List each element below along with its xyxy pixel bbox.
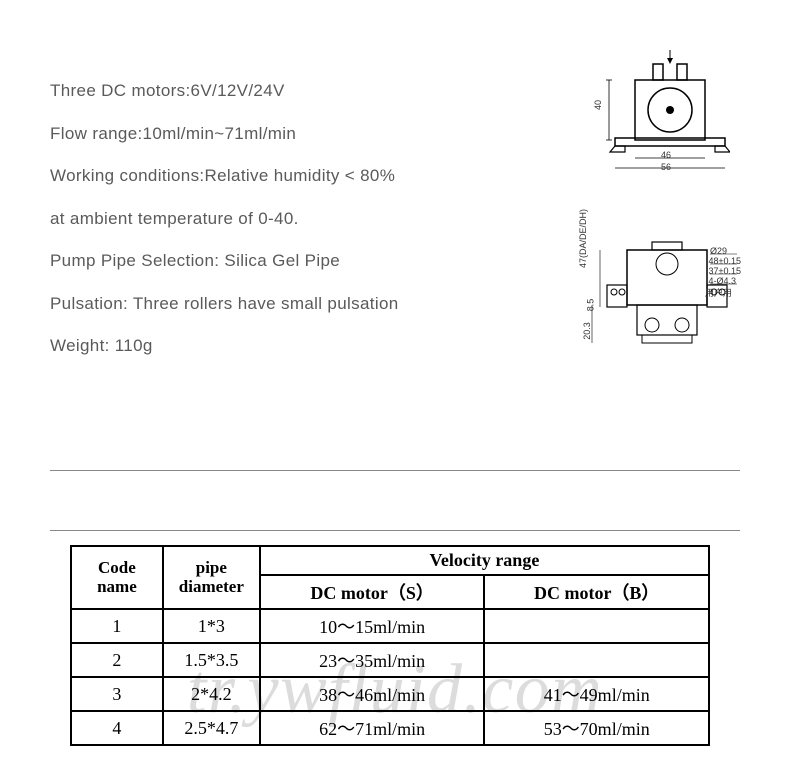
spec-motors: Three DC motors:6V/12V/24V [50,70,550,113]
cell-code: 3 [71,677,163,711]
table-row: 4 2.5*4.7 62～71ml/min 53～70ml/min [71,711,709,745]
cell-s: 62～71ml/min [260,711,485,745]
cell-code: 1 [71,609,163,643]
diagram-front-view: Ø29 48±0.15 37±0.15 4-Ø4.3 用户用 47(DA/DE/… [582,240,742,370]
cell-s: 38～46ml/min [260,677,485,711]
dim-48: 48±0.15 [709,256,741,266]
th-velocity: Velocity range [260,546,709,575]
dim-4holes: 4-Ø4.3 [708,276,736,286]
cell-pipe: 2.5*4.7 [163,711,260,745]
cell-pipe: 2*4.2 [163,677,260,711]
diagram-top-view: 40 46 56 [595,50,730,180]
cell-s: 10～15ml/min [260,609,485,643]
spec-pulsation: Pulsation: Three rollers have small puls… [50,283,550,326]
th-dc-s: DC motor（S） [260,575,485,609]
dim-37: 37±0.15 [709,266,741,276]
spec-conditions-1: Working conditions:Relative humidity < 8… [50,155,550,198]
th-code-name: Code name [71,546,163,609]
cell-b: 41～49ml/min [484,677,709,711]
cell-pipe: 1.5*3.5 [163,643,260,677]
velocity-table: Code name pipe diameter Velocity range D… [70,545,710,746]
dim-user: 用户用 [705,286,732,299]
table-row: 2 1.5*3.5 23～35ml/min [71,643,709,677]
spec-sheet: Three DC motors:6V/12V/24V Flow range:10… [0,0,790,368]
cell-b: 53～70ml/min [484,711,709,745]
table-row: 3 2*4.2 38～46ml/min 41～49ml/min [71,677,709,711]
cell-b [484,609,709,643]
dim-width-1: 46 [661,150,671,160]
dim-203: 20.3 [582,322,592,340]
divider-2 [50,530,740,531]
dim-47: 47(DA/DE/DH) [578,198,588,268]
cell-code: 4 [71,711,163,745]
spec-conditions-2: at ambient temperature of 0-40. [50,198,550,241]
cell-s: 23～35ml/min [260,643,485,677]
th-pipe: pipe diameter [163,546,260,609]
spec-lines: Three DC motors:6V/12V/24V Flow range:10… [50,70,550,368]
divider-1 [50,470,740,471]
spec-pipe: Pump Pipe Selection: Silica Gel Pipe [50,240,550,283]
cell-code: 2 [71,643,163,677]
spec-flow: Flow range:10ml/min~71ml/min [50,113,550,156]
cell-b [484,643,709,677]
th-dc-b: DC motor（B） [484,575,709,609]
cell-pipe: 1*3 [163,609,260,643]
dim-85: 8.5 [585,299,595,312]
spec-weight: Weight: 110g [50,325,550,368]
table-row: 1 1*3 10～15ml/min [71,609,709,643]
dim-width-2: 56 [661,162,671,172]
dim-height: 40 [593,100,603,110]
dim-d29: Ø29 [710,246,727,256]
